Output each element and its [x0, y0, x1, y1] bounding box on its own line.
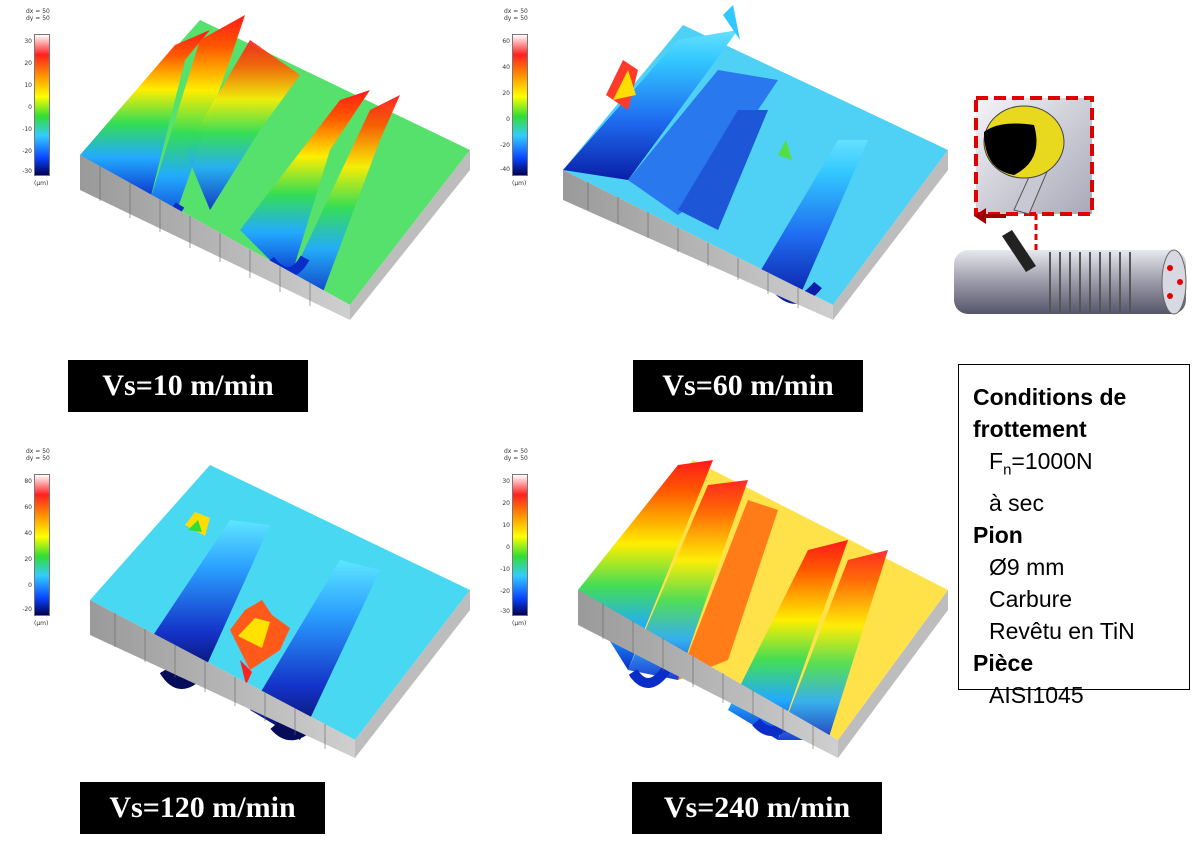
colorbar: dx = 50 dy = 50 60 40 20 0 -20 -40 (µm) [494, 8, 546, 187]
colorbar-gradient [512, 474, 528, 616]
speed-label-vs10: Vs=10 m/min [68, 360, 308, 412]
colorbar-tick: 20 [24, 556, 32, 563]
colorbar-tick: -30 [500, 608, 510, 615]
colorbar-tick: 80 [24, 478, 32, 485]
surface-render [563, 5, 948, 320]
colorbar-header: dx = 50 dy = 50 [26, 8, 50, 22]
colorbar-tick: 10 [502, 522, 510, 529]
lubrication-condition: à sec [989, 489, 1044, 516]
speed-label-vs240: Vs=240 m/min [632, 782, 882, 834]
test-conditions-box: Conditions de frottement Fn=1000N à sec … [958, 364, 1190, 708]
colorbar-header: dx = 50 dy = 50 [504, 448, 528, 462]
colorbar-tick: -30 [22, 168, 32, 175]
pin-heading: Pion [973, 521, 1023, 548]
colorbar-tick: 60 [24, 504, 32, 511]
pin-coating: Revêtu en TiN [989, 617, 1135, 644]
colorbar-tick: -20 [22, 148, 32, 155]
colorbar-tick: 0 [506, 544, 510, 551]
speed-label-vs120: Vs=120 m/min [80, 782, 325, 834]
conditions-heading: Conditions de frottement [973, 384, 1127, 442]
colorbar: dx = 50 dy = 50 30 20 10 0 -10 -20 -30 (… [494, 448, 546, 627]
surface-plot-vs10: dx = 50 dy = 50 30 20 10 0 -10 -20 -30 (… [0, 0, 470, 330]
colorbar-header: dx = 50 dy = 50 [504, 8, 528, 22]
surface-render [578, 460, 948, 758]
colorbar-unit: (µm) [34, 180, 49, 187]
colorbar-tick: 10 [24, 82, 32, 89]
colorbar-tick: -20 [500, 142, 510, 149]
colorbar-tick: -40 [500, 166, 510, 173]
colorbar-tick: 20 [24, 60, 32, 67]
colorbar-tick: -20 [22, 606, 32, 613]
part-material: AISI1045 [989, 681, 1084, 708]
colorbar-tick: -20 [500, 588, 510, 595]
colorbar-gradient [512, 34, 528, 176]
colorbar-tick: 0 [28, 104, 32, 111]
colorbar-tick: 60 [502, 38, 510, 45]
colorbar: dx = 50 dy = 50 30 20 10 0 -10 -20 -30 (… [16, 8, 68, 187]
surface-render [90, 465, 470, 758]
part-heading: Pièce [973, 649, 1034, 676]
colorbar-header: dx = 50 dy = 50 [26, 448, 50, 462]
colorbar-tick: 40 [502, 64, 510, 71]
colorbar-tick: 40 [24, 530, 32, 537]
colorbar-tick: -10 [500, 566, 510, 573]
pin-material: Carbure [989, 585, 1073, 612]
colorbar-tick: 30 [24, 38, 32, 45]
colorbar-tick: 30 [502, 478, 510, 485]
colorbar-unit: (µm) [512, 180, 527, 187]
surface-plot-vs240: dx = 50 dy = 50 30 20 10 0 -10 -20 -30 (… [478, 440, 948, 770]
colorbar-gradient [34, 474, 50, 616]
pin-diameter: Ø9 mm [989, 553, 1065, 580]
colorbar-unit: (µm) [512, 620, 527, 627]
surface-plot-vs120: dx = 50 dy = 50 80 60 40 20 0 -20 (µm) [0, 440, 470, 770]
colorbar-unit: (µm) [34, 620, 49, 627]
pin-on-bar-illustration [944, 90, 1192, 350]
colorbar-tick: -10 [22, 126, 32, 133]
colorbar-tick: 0 [28, 582, 32, 589]
colorbar-tick: 0 [506, 116, 510, 123]
colorbar-tick: 20 [502, 500, 510, 507]
speed-label-vs60: Vs=60 m/min [633, 360, 863, 412]
colorbar-gradient [34, 34, 50, 176]
normal-force: Fn=1000N [989, 448, 1093, 479]
surface-plot-vs60: dx = 50 dy = 50 60 40 20 0 -20 -40 (µm) [478, 0, 948, 330]
colorbar: dx = 50 dy = 50 80 60 40 20 0 -20 (µm) [16, 448, 68, 627]
surface-render [80, 15, 470, 320]
colorbar-tick: 20 [502, 90, 510, 97]
